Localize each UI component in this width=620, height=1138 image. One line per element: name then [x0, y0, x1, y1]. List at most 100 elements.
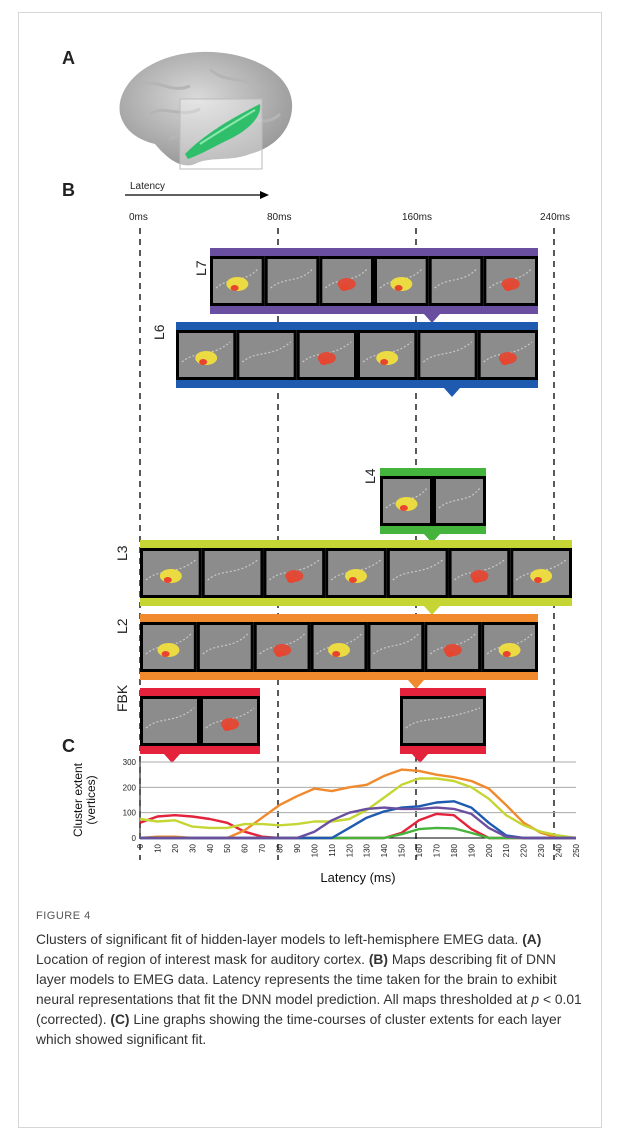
x-tick-label: 250 — [572, 843, 581, 857]
sulcus-outline — [422, 341, 473, 363]
brain-slice — [239, 333, 294, 377]
caption-text-1: Clusters of significant fit of hidden-la… — [36, 932, 523, 947]
strip-bottom-bar — [140, 672, 538, 680]
activation-core — [399, 505, 408, 511]
caption-c: (C) — [110, 1012, 130, 1027]
layer-label-l7: L7 — [193, 260, 209, 276]
x-tick-label: 30 — [188, 843, 197, 852]
x-tick-label: 220 — [520, 843, 529, 857]
strip-top-bar — [400, 688, 486, 696]
caption-p: p — [531, 992, 540, 1007]
x-tick-label: 230 — [537, 843, 546, 857]
layer-strip — [140, 540, 572, 615]
figure-caption: Clusters of significant fit of hidden-la… — [36, 930, 584, 1050]
x-tick-label: 50 — [223, 843, 232, 852]
x-tick-label: 130 — [363, 843, 372, 857]
brain-slice — [436, 479, 483, 523]
x-tick-label: 120 — [345, 843, 354, 857]
layer-label-fbk: FBK — [114, 684, 130, 712]
layer-strip — [400, 688, 486, 763]
strip-bottom-bar — [140, 598, 572, 606]
caption-text-5: Line graphs showing the time-courses of … — [36, 1012, 562, 1047]
x-tick-label: 240 — [555, 843, 564, 857]
sulcus-outline — [486, 633, 533, 655]
sulcus-outline — [202, 633, 249, 655]
brain-slice — [420, 333, 475, 377]
figure-caption-title: FIGURE 4 — [36, 910, 91, 922]
x-tick-label: 0 — [136, 843, 145, 848]
brain-slice — [267, 259, 317, 303]
activation-core — [319, 359, 328, 365]
activation-core — [161, 651, 170, 657]
layer-strip — [140, 688, 260, 763]
layer-strip — [210, 248, 538, 323]
sulcus-outline — [324, 267, 369, 289]
activation-core — [380, 359, 389, 365]
layer-label-l6: L6 — [151, 324, 167, 340]
x-tick-label: 80 — [276, 843, 285, 852]
caption-text-3: Maps describing fit of DNN layer models … — [36, 952, 557, 1007]
x-tick-label: 10 — [153, 843, 162, 852]
x-tick-label: 160 — [415, 843, 424, 857]
caption-a: (A) — [522, 932, 542, 947]
sulcus-outline — [405, 707, 481, 729]
y-tick-label: 300 — [123, 758, 137, 767]
x-tick-label: 200 — [485, 843, 494, 857]
strip-top-bar — [140, 614, 538, 622]
layer-label-l4: L4 — [362, 468, 378, 484]
y-tick-label: 200 — [123, 783, 137, 792]
sulcus-outline — [316, 633, 362, 655]
brain-slice — [204, 551, 261, 595]
x-tick-label: 140 — [380, 843, 389, 857]
activation-core — [230, 285, 239, 291]
x-tick-label: 110 — [328, 843, 337, 856]
strip-top-bar — [176, 322, 538, 330]
figure-frame — [18, 12, 602, 1128]
time-mark-240: 240ms — [540, 212, 571, 223]
strip-bottom-bar — [380, 526, 486, 534]
layer-label-l3: L3 — [114, 545, 130, 561]
latency-marker — [164, 754, 180, 763]
brain-slice — [389, 551, 446, 595]
layer-label-l2: L2 — [114, 618, 130, 634]
latency-marker — [424, 606, 440, 615]
time-mark-160: 160ms — [402, 212, 433, 223]
panel-b-letter: B — [62, 180, 75, 200]
x-tick-label: 90 — [293, 843, 302, 852]
activation-core — [394, 285, 403, 291]
sulcus-outline — [270, 267, 314, 289]
strip-bottom-bar — [176, 380, 538, 388]
activation-core — [287, 577, 296, 583]
caption-text-4: < 0.01 (corrected). — [36, 992, 582, 1027]
y-tick-label: 100 — [123, 809, 137, 818]
activation-core — [199, 359, 208, 365]
sulcus-outline — [215, 267, 260, 289]
strip-top-bar — [140, 688, 260, 696]
caption-b: (B) — [368, 952, 388, 967]
sulcus-outline — [385, 487, 428, 509]
y-axis-label: (vertices) — [84, 775, 98, 824]
strip-top-bar — [140, 540, 572, 548]
activation-core — [332, 651, 341, 657]
time-mark-80: 80ms — [267, 212, 292, 223]
latency-arrow-label: Latency — [130, 181, 166, 192]
sulcus-outline — [241, 341, 292, 363]
cluster-extent-chart: 0 100 200 300 0 10 20 30 40 50 60 70 80 90 100 110 120 13… — [71, 758, 581, 885]
activation-core — [163, 577, 172, 583]
y-axis-label: Cluster extent — [71, 762, 85, 837]
strip-bottom-bar — [400, 746, 486, 754]
activation-core — [339, 285, 348, 291]
x-tick-label: 60 — [241, 843, 250, 852]
series-line — [139, 777, 577, 840]
sulcus-outline — [488, 267, 533, 289]
layer-strip — [380, 468, 486, 543]
activation-core — [503, 285, 512, 291]
panel-c-letter: C — [62, 736, 75, 756]
activation-core — [348, 577, 357, 583]
strip-bottom-bar — [140, 746, 260, 754]
y-tick-label: 0 — [132, 834, 137, 843]
strip-bottom-bar — [210, 306, 538, 314]
activation-core — [275, 651, 284, 657]
activation-core — [472, 577, 481, 583]
x-tick-label: 170 — [432, 843, 441, 857]
